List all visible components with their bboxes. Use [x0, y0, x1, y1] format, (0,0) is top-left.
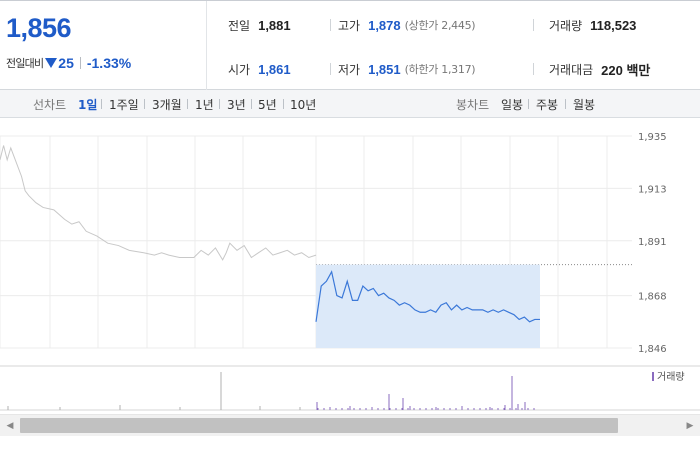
current-price: 1,856 [6, 13, 72, 43]
tab-3-years[interactable]: 3년 [227, 98, 246, 112]
y-tick-label: 1,935 [638, 132, 667, 143]
change-rate: -1.33% [86, 55, 132, 71]
tab-monthly-candle[interactable]: 월봉 [573, 98, 596, 112]
tab-1-week[interactable]: 1주일 [109, 98, 139, 112]
y-tick-label: 1,913 [638, 184, 667, 195]
divider [533, 19, 534, 31]
y-tick-label: 1,868 [638, 292, 667, 303]
divider [187, 99, 188, 109]
divider [101, 99, 102, 109]
price-box: 1,856 전일대비 25 -1.33% [0, 1, 207, 90]
change-value: 25 [58, 55, 74, 71]
divider [79, 57, 81, 69]
stat-volume: 거래량 118,523 [549, 17, 636, 33]
chart-canvas: 1,935 1,913 1,891 1,868 1,846 거래량 [0, 132, 700, 411]
stat-trade-value: 거래대금 220 백만 [549, 61, 651, 78]
scroll-right-arrow-icon[interactable]: ▶ [686, 421, 694, 431]
scroll-thumb[interactable] [20, 418, 618, 433]
stat-label: 시가 [228, 62, 251, 77]
divider [565, 99, 566, 109]
stat-label: 고가 [338, 18, 361, 33]
stat-label: 전일 [228, 18, 251, 33]
change-label: 전일대비 [6, 57, 44, 70]
tab-10-years[interactable]: 10년 [290, 98, 317, 112]
volume-legend-label: 거래량 [657, 371, 685, 383]
tab-daily-candle[interactable]: 일봉 [501, 98, 524, 112]
stat-value: 118,523 [590, 17, 637, 33]
y-tick-label: 1,846 [638, 344, 667, 355]
tab-1-day[interactable]: 1일 [78, 98, 98, 112]
tab-weekly-candle[interactable]: 주봉 [536, 98, 559, 112]
divider [251, 99, 252, 109]
divider [528, 99, 529, 109]
stat-value: 1,851 [368, 61, 401, 77]
stat-label: 거래대금 [549, 62, 594, 77]
horizontal-scrollbar[interactable]: ◀ ▶ [0, 414, 700, 436]
price-chart: 1,935 1,913 1,891 1,868 1,846 거래량 [0, 118, 700, 450]
volume-legend-swatch [652, 372, 654, 381]
tab-5-years[interactable]: 5년 [258, 98, 277, 112]
previous-session-line [0, 145, 317, 261]
tab-1-year[interactable]: 1년 [195, 98, 214, 112]
divider [283, 99, 284, 109]
divider [330, 19, 331, 31]
line-chart-label: 선차트 [33, 98, 67, 112]
divider [219, 99, 220, 109]
y-tick-label: 1,891 [638, 237, 667, 248]
change-row: 전일대비 25 -1.33% [6, 55, 131, 71]
stat-value: 1,861 [258, 61, 291, 77]
scroll-left-arrow-icon[interactable]: ◀ [6, 421, 14, 431]
stat-low: 저가 1,851 (하한가 1,317) [338, 61, 476, 77]
today-range-fill [316, 264, 540, 348]
divider [330, 63, 331, 75]
tab-3-months[interactable]: 3개월 [152, 98, 182, 112]
stat-label: 거래량 [549, 18, 583, 33]
current-session-line [315, 270, 540, 323]
stat-open: 시가 1,861 [228, 61, 291, 77]
divider [144, 99, 145, 109]
stat-value: 1,878 [368, 17, 401, 33]
divider [533, 63, 534, 75]
candle-chart-label: 봉차트 [456, 98, 490, 112]
down-arrow-icon [45, 58, 58, 68]
stat-value: 220 백만 [601, 62, 651, 78]
period-bar: 선차트 1일 1주일 3개월 1년 3년 5년 10년 봉차트 일봉 주봉 월봉 [0, 90, 700, 118]
stat-prev-close: 전일 1,881 [228, 17, 291, 33]
upper-limit: (상한가 2,445) [404, 19, 476, 32]
stat-high: 고가 1,878 (상한가 2,445) [338, 17, 476, 33]
lower-limit: (하한가 1,317) [404, 63, 476, 76]
stat-label: 저가 [338, 62, 361, 77]
stat-value: 1,881 [258, 17, 291, 33]
quote-panel: 1,856 전일대비 25 -1.33% 전일 1,881 고가 1,878 (… [0, 0, 700, 90]
